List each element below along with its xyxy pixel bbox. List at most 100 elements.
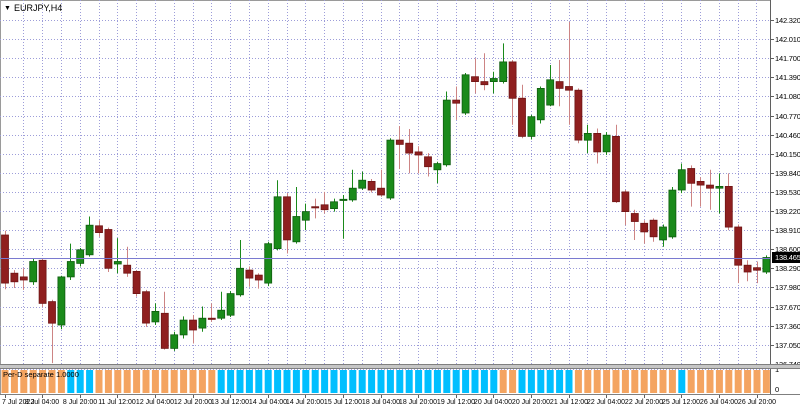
candle-body [66, 261, 75, 278]
time-axis-tick [644, 395, 645, 398]
time-axis-tick [681, 395, 682, 398]
indicator-bar [706, 370, 714, 393]
candle-down [565, 21, 573, 125]
candle-body [236, 267, 244, 296]
indicator-bar [650, 370, 658, 393]
indicator-scale-top: 1 [775, 365, 780, 374]
candle-down [480, 53, 489, 91]
candle-up [85, 216, 94, 257]
candle-body [160, 312, 169, 349]
pane-separator[interactable] [0, 364, 800, 369]
candle-body [734, 226, 743, 266]
candle-body [76, 249, 85, 264]
price-axis-tick [771, 192, 774, 193]
candle-down [593, 128, 602, 164]
candle-up [29, 258, 38, 285]
price-axis[interactable]: 142.320 142.010 141.700 141.390 141.080 140.7… [770, 0, 800, 394]
time-axis-label: 12 Jul 20:00 [173, 399, 213, 406]
candle-body [1, 234, 9, 284]
price-axis-tick [771, 173, 774, 174]
candle-down [395, 125, 404, 170]
price-axis-label: 137.980 [775, 283, 800, 292]
candle-up [715, 173, 724, 214]
indicator-bar [170, 370, 178, 393]
price-axis-label: 137.670 [775, 303, 800, 312]
price-axis-tick [771, 326, 774, 327]
time-axis-label: 8 Jul 04:00 [24, 399, 60, 406]
candle-up [527, 114, 536, 140]
indicator-bar [245, 370, 253, 393]
candle-body [29, 261, 38, 283]
indicator-bar [39, 370, 47, 393]
candle-down [104, 227, 113, 272]
candle-down [574, 88, 583, 144]
candle-up [461, 72, 470, 115]
time-axis-label: 18 Jul 04:00 [361, 399, 401, 406]
time-axis-label: 11 Jul 12:00 [98, 399, 136, 406]
indicator-bar [133, 370, 141, 393]
time-axis-tick [719, 395, 720, 398]
candle-body [189, 319, 197, 331]
candle-up [668, 186, 677, 239]
candle-body [414, 151, 423, 156]
candle-body [48, 301, 56, 324]
candle-up [330, 198, 338, 212]
time-axis-label: 15 Jul 12:00 [323, 399, 363, 406]
indicator-bar [198, 370, 206, 393]
candle-up [66, 243, 75, 281]
candle-up [292, 186, 301, 244]
candle-down [508, 60, 517, 125]
candle-body [452, 99, 461, 104]
dropdown-icon[interactable]: ▼ [4, 4, 11, 12]
time-axis-tick [42, 395, 43, 398]
candle-body [715, 185, 724, 189]
indicator-bar [546, 370, 554, 393]
candle-body [358, 179, 367, 189]
candle-down [254, 273, 263, 289]
candle-body [706, 184, 714, 189]
candle-body [292, 216, 301, 243]
candle-down [612, 124, 620, 203]
candle-down [471, 58, 479, 94]
price-axis-label: 141.080 [775, 92, 800, 101]
indicator-bar [227, 370, 235, 393]
indicator-histogram [0, 369, 770, 393]
indicator-bar [349, 370, 357, 393]
candle-down [452, 86, 461, 120]
indicator-bar [161, 370, 169, 393]
candle-up [489, 71, 498, 94]
candle-up [602, 132, 611, 155]
candle-body [433, 163, 442, 171]
candle-up [217, 291, 226, 321]
time-axis-label: 22 Jul 20:00 [624, 399, 664, 406]
candle-down [414, 146, 423, 174]
indicator-bar [386, 370, 394, 393]
indicator-bar [725, 370, 733, 393]
price-axis-label: 141.700 [775, 54, 800, 63]
candle-up [198, 306, 207, 332]
main-chart-pane[interactable] [0, 0, 771, 365]
indicator-bar [377, 370, 385, 393]
candle-body [593, 132, 602, 153]
indicator-bar [518, 370, 526, 393]
time-axis-tick [155, 395, 156, 398]
indicator-pane[interactable] [0, 369, 770, 394]
candle-down [48, 299, 56, 364]
price-axis-label: 138.290 [775, 264, 800, 273]
candle-body [113, 261, 122, 265]
indicator-bar [433, 370, 441, 393]
indicator-bar [86, 370, 94, 393]
indicator-bar [10, 370, 18, 393]
candle-body [508, 61, 517, 99]
price-axis-label: 141.390 [775, 73, 800, 82]
candle-body [461, 74, 470, 114]
candle-body [132, 270, 141, 294]
indicator-bar [311, 370, 319, 393]
candle-body [743, 264, 752, 273]
candle-up [76, 247, 85, 267]
time-axis[interactable]: 7 Jul 2022 8 Jul 04:00 8 Jul 20:00 11 Jul 1… [0, 394, 800, 411]
price-axis-tick [771, 77, 774, 78]
candle-down [160, 291, 169, 350]
candle-up [179, 316, 188, 339]
